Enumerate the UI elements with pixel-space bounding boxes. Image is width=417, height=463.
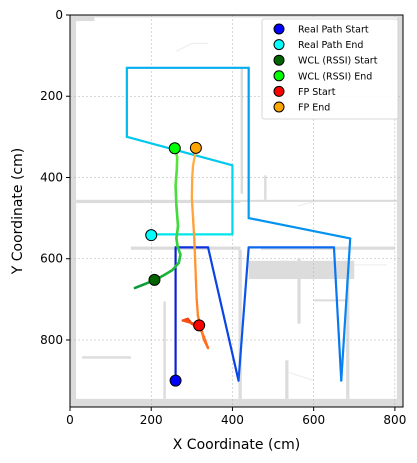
legend-label: WCL (RSSI) End bbox=[298, 71, 372, 82]
floorplan-wall bbox=[76, 199, 241, 204]
floorplan-wall bbox=[94, 15, 403, 18]
x-tick-label: 0 bbox=[66, 413, 74, 427]
y-tick-label: 600 bbox=[40, 252, 63, 266]
y-axis-ticks: 0 200 400 600 800 bbox=[40, 8, 70, 347]
wcl-path-segment bbox=[175, 224, 180, 240]
fp-path-segment bbox=[191, 153, 197, 167]
floorplan-wall bbox=[297, 258, 301, 324]
floorplan-wall bbox=[240, 67, 243, 194]
legend-label: WCL (RSSI) Start bbox=[298, 56, 378, 67]
floorplan-image bbox=[70, 15, 403, 407]
fp-path-segment bbox=[181, 319, 196, 325]
wcl-path-segment bbox=[175, 204, 180, 228]
floorplan-wall bbox=[248, 260, 355, 280]
axes-frame bbox=[69, 14, 404, 408]
floorplan-wall bbox=[313, 299, 347, 302]
legend-marker bbox=[273, 85, 285, 97]
floorplan-wall bbox=[238, 249, 242, 399]
legend-label: Real Path Start bbox=[298, 25, 369, 36]
floorplan-wall bbox=[70, 15, 95, 22]
fp-start-marker bbox=[193, 319, 206, 332]
real-path-segment bbox=[247, 217, 352, 240]
y-tick-label: 0 bbox=[55, 8, 63, 22]
legend: Real Path Start Real Path End WCL (RSSI) S… bbox=[261, 18, 399, 120]
x-tick-label: 600 bbox=[302, 413, 325, 427]
wcl-path-segment bbox=[177, 253, 182, 265]
x-tick-label: 200 bbox=[140, 413, 163, 427]
legend-marker bbox=[273, 39, 285, 51]
x-tick-label: 400 bbox=[221, 413, 244, 427]
floorplan-wall bbox=[285, 360, 289, 399]
y-tick-label: 400 bbox=[40, 170, 63, 184]
wcl-rssi-end-marker bbox=[168, 142, 181, 155]
wcl-path-segment bbox=[174, 184, 178, 208]
legend-marker bbox=[273, 101, 285, 113]
x-tick-label: 800 bbox=[383, 413, 406, 427]
wcl-path-segment bbox=[171, 261, 181, 272]
floorplan-wall bbox=[82, 356, 131, 359]
y-tick-label: 800 bbox=[40, 333, 63, 347]
floorplan-wall bbox=[346, 262, 350, 399]
legend-box bbox=[261, 18, 399, 120]
fp-path-segment bbox=[191, 164, 195, 179]
wcl-path-segment bbox=[133, 282, 147, 290]
y-axis-title: Y Coordinate (cm) bbox=[10, 148, 26, 275]
fp-path-segment bbox=[202, 338, 210, 350]
real-path-segment bbox=[206, 246, 240, 382]
legend-label: Real Path End bbox=[298, 40, 363, 51]
wcl-path-segment bbox=[174, 168, 179, 187]
legend-label: FP Start bbox=[298, 87, 336, 98]
fp-path-segment bbox=[193, 257, 198, 281]
x-axis-title: X Coordinate (cm) bbox=[173, 437, 301, 453]
markers-layer bbox=[145, 141, 206, 387]
legend-label: FP End bbox=[298, 103, 330, 114]
fp-path-segment bbox=[190, 196, 195, 220]
wcl-path-segment bbox=[175, 237, 179, 248]
real-path-start-marker bbox=[169, 374, 182, 387]
floorplan-wall bbox=[281, 260, 290, 278]
floorplan-wall bbox=[163, 301, 166, 399]
legend-marker bbox=[273, 54, 285, 66]
floorplan-wall bbox=[396, 15, 403, 407]
legend-marker bbox=[273, 23, 285, 35]
x-axis-ticks: 0 200 400 600 800 bbox=[66, 407, 406, 427]
wcl-rssi-start-marker bbox=[148, 273, 161, 286]
fp-path-segment bbox=[193, 237, 197, 260]
fp-path-segment bbox=[191, 216, 196, 240]
fp-path-segment bbox=[194, 277, 198, 301]
floorplan-wall bbox=[264, 175, 267, 200]
floorplan-wall bbox=[70, 398, 403, 407]
floorplan-line bbox=[175, 42, 209, 53]
wcl-path-segment bbox=[162, 268, 174, 277]
real-path-end-marker bbox=[145, 229, 158, 242]
y-tick-label: 200 bbox=[40, 89, 63, 103]
fp-end-marker bbox=[189, 141, 202, 154]
legend-marker bbox=[273, 70, 285, 82]
fp-path-segment bbox=[195, 298, 200, 317]
real-path-segment bbox=[340, 237, 352, 382]
real-path-segment bbox=[237, 246, 250, 382]
floorplan-line bbox=[297, 201, 314, 207]
real-path-segment bbox=[332, 246, 343, 382]
floorplan-line bbox=[289, 371, 314, 382]
floorplan-wall bbox=[70, 15, 77, 407]
floorplan-wall bbox=[240, 199, 401, 202]
wcl-path-segment bbox=[176, 245, 182, 256]
